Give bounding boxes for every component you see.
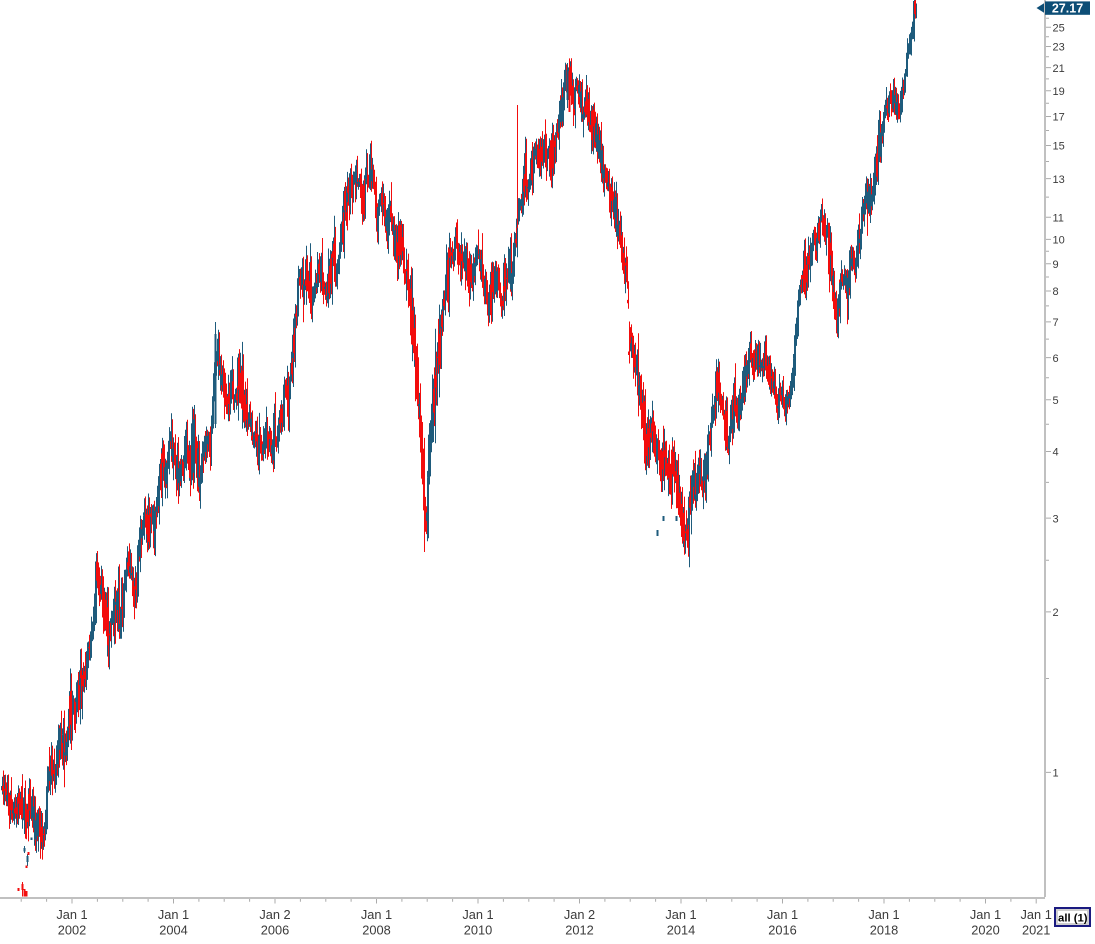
svg-text:2021: 2021 — [1022, 923, 1050, 938]
svg-text:2020: 2020 — [971, 923, 999, 938]
svg-text:1: 1 — [1053, 768, 1059, 780]
svg-text:7: 7 — [1053, 317, 1059, 329]
svg-text:11: 11 — [1053, 213, 1064, 225]
svg-text:Jan 1: Jan 1 — [868, 907, 899, 922]
svg-text:25: 25 — [1053, 22, 1065, 34]
svg-text:2018: 2018 — [870, 923, 898, 938]
svg-text:13: 13 — [1053, 174, 1065, 186]
svg-text:Jan 1: Jan 1 — [767, 907, 798, 922]
svg-text:21: 21 — [1053, 63, 1065, 75]
svg-text:Jan 2: Jan 2 — [259, 907, 290, 922]
svg-text:2002: 2002 — [58, 923, 86, 938]
svg-text:19: 19 — [1053, 86, 1065, 98]
svg-text:Jan 1: Jan 1 — [1021, 907, 1052, 922]
svg-text:2014: 2014 — [667, 923, 695, 938]
svg-text:9: 9 — [1053, 259, 1059, 271]
svg-text:Jan 1: Jan 1 — [361, 907, 392, 922]
svg-text:Jan 1: Jan 1 — [970, 907, 1001, 922]
svg-text:10: 10 — [1053, 235, 1065, 247]
svg-text:17: 17 — [1053, 112, 1065, 124]
svg-text:27.17: 27.17 — [1052, 1, 1083, 15]
svg-text:6: 6 — [1053, 353, 1059, 365]
svg-text:2010: 2010 — [464, 923, 492, 938]
svg-text:2006: 2006 — [261, 923, 289, 938]
svg-text:Jan 1: Jan 1 — [158, 907, 189, 922]
svg-text:2012: 2012 — [565, 923, 593, 938]
svg-text:Jan 1: Jan 1 — [665, 907, 696, 922]
svg-text:23: 23 — [1053, 42, 1065, 54]
svg-text:2008: 2008 — [362, 923, 390, 938]
svg-text:3: 3 — [1053, 513, 1059, 525]
svg-text:2: 2 — [1053, 607, 1059, 619]
svg-text:Jan 1: Jan 1 — [56, 907, 87, 922]
svg-text:15: 15 — [1053, 141, 1065, 153]
svg-text:2016: 2016 — [768, 923, 796, 938]
svg-text:Jan 1: Jan 1 — [462, 907, 493, 922]
svg-text:all (1): all (1) — [1058, 913, 1088, 925]
svg-text:2004: 2004 — [159, 923, 187, 938]
svg-text:5: 5 — [1053, 395, 1059, 407]
svg-text:4: 4 — [1053, 447, 1059, 459]
svg-text:Jan 2: Jan 2 — [564, 907, 595, 922]
svg-text:8: 8 — [1053, 286, 1059, 298]
